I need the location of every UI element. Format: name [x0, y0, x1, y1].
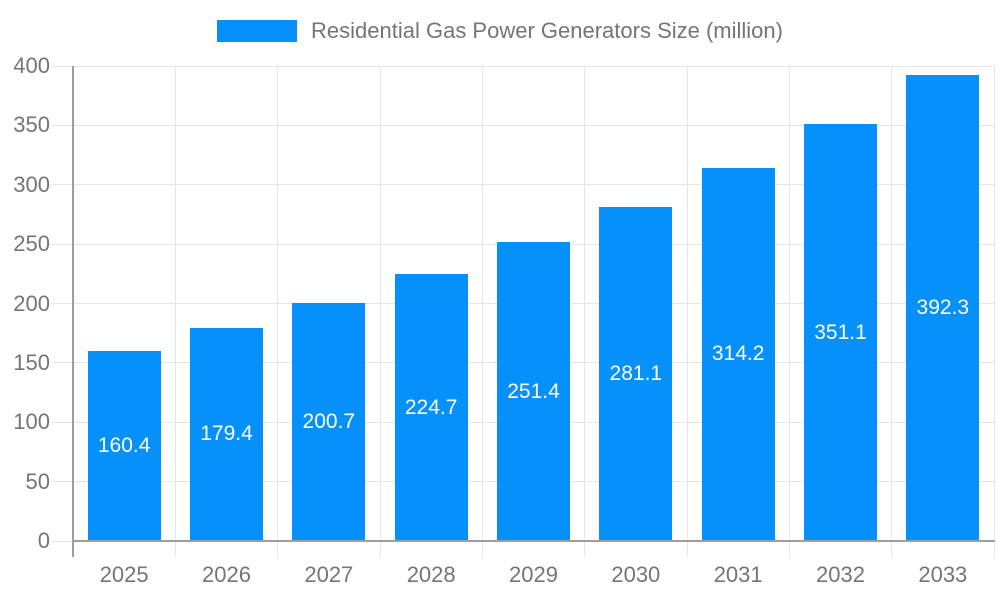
x-gridline [788, 66, 790, 557]
bar-value-label: 314.2 [711, 342, 765, 366]
bar-value-label: 200.7 [302, 409, 356, 433]
bar-2032[interactable]: 351.1 [804, 124, 877, 541]
bar-2025[interactable]: 160.4 [87, 350, 161, 541]
x-tick-label: 2027 [304, 562, 354, 587]
x-gridline [481, 66, 483, 557]
bar-value-label: 251.4 [507, 379, 560, 403]
bar-2033[interactable]: 392.3 [906, 75, 980, 541]
x-tick-label: 2031 [713, 562, 763, 587]
y-tick-label: 200 [13, 290, 50, 316]
bar-2027[interactable]: 200.7 [292, 302, 366, 541]
legend-swatch [217, 20, 298, 42]
x-gridline [379, 66, 381, 557]
y-tick-label: 150 [13, 349, 50, 375]
bar-value-label: 281.1 [609, 362, 663, 386]
bar-2031[interactable]: 314.2 [701, 167, 775, 541]
bar-value-label: 160.4 [97, 433, 151, 457]
y-gridline [51, 124, 994, 126]
x-tick-label: 2032 [816, 562, 865, 587]
y-tick-label: 250 [13, 231, 50, 257]
x-gridline [891, 66, 893, 557]
bar-value-label: 351.1 [814, 320, 867, 344]
x-gridline [993, 66, 995, 557]
y-tick-label: 300 [13, 171, 50, 197]
y-tick-label: 50 [25, 468, 50, 494]
y-tick-label: 400 [13, 53, 50, 78]
bar-value-label: 392.3 [916, 296, 970, 320]
y-tick-label: 0 [37, 528, 50, 553]
y-tick-label: 100 [13, 409, 50, 435]
y-axis-line [72, 66, 74, 557]
x-gridline [174, 66, 176, 557]
bar-value-label: 224.7 [404, 395, 458, 419]
bar-2030[interactable]: 281.1 [599, 207, 673, 541]
legend-label: Residential Gas Power Generators Size (m… [311, 18, 783, 43]
bar-2028[interactable]: 224.7 [394, 274, 468, 541]
plot-area: 0 50 100 150 200 250 300 350 400 160.4 2025 179.4 20… [13, 53, 995, 587]
x-axis-line [72, 540, 995, 542]
bar-value-label: 179.4 [200, 422, 253, 446]
x-gridline [686, 66, 688, 557]
bar-2026[interactable]: 179.4 [190, 327, 263, 541]
y-tick-label: 350 [13, 112, 50, 138]
x-tick-label: 2030 [611, 562, 661, 587]
y-gridline [51, 184, 994, 186]
x-gridline [584, 66, 586, 557]
legend[interactable]: Residential Gas Power Generators Size (m… [0, 18, 1000, 44]
bar-2029[interactable]: 251.4 [497, 242, 570, 541]
x-tick-label: 2026 [202, 562, 251, 587]
y-gridline [51, 65, 994, 67]
x-tick-label: 2025 [99, 562, 149, 587]
x-tick-label: 2028 [406, 562, 456, 587]
x-tick-label: 2029 [509, 562, 558, 587]
x-tick-label: 2033 [918, 562, 968, 587]
x-gridline [277, 66, 279, 557]
